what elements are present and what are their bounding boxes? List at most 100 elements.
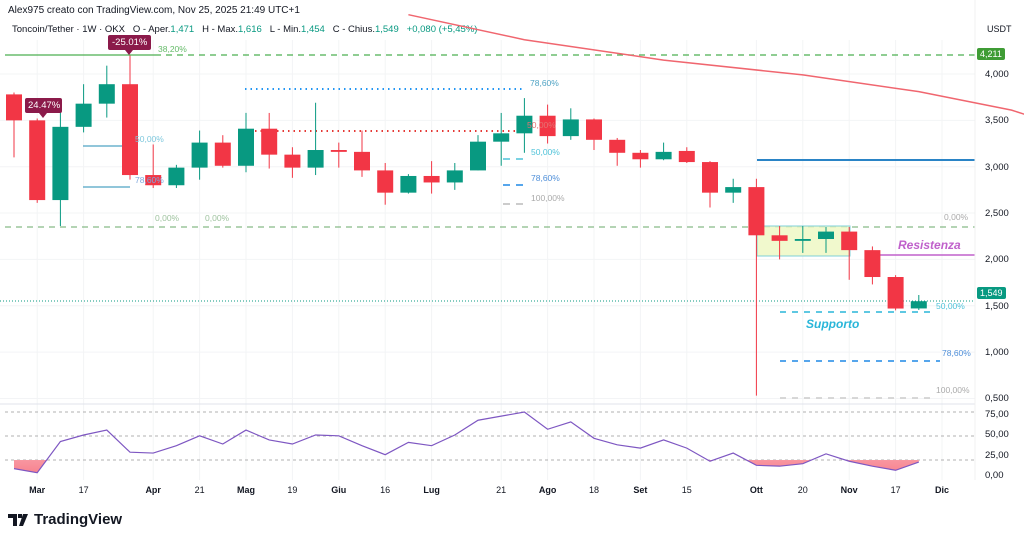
time-tick-label: Apr xyxy=(145,485,161,495)
time-tick-label: 19 xyxy=(287,485,298,495)
fib-382-label: 38,20% xyxy=(158,44,187,54)
close-value: 1,549 xyxy=(374,24,399,35)
time-tick-label: Giu xyxy=(331,485,347,495)
candle-body xyxy=(330,150,347,152)
candle-body xyxy=(678,150,695,163)
time-tick-label: 21 xyxy=(194,485,205,495)
time-tick-label: 16 xyxy=(380,485,391,495)
change-value: +0,080 (+5,45%) xyxy=(406,24,478,35)
credit-line: Alex975 creato con TradingView.com, Nov … xyxy=(8,5,300,16)
candle-body xyxy=(168,167,185,186)
candle-body xyxy=(284,154,301,168)
time-tick-label: 17 xyxy=(78,485,89,495)
price-tick-label: 0,500 xyxy=(985,393,1009,405)
time-tick-label: Ott xyxy=(749,485,763,495)
candle-body xyxy=(307,150,324,168)
candle-body xyxy=(6,94,22,121)
fib-100-right-label: 100,00% xyxy=(936,385,970,395)
candle-body xyxy=(446,170,463,183)
candle-body xyxy=(145,175,162,186)
tradingview-logo-icon xyxy=(8,513,28,526)
fib-0-left-label-b: 0,00% xyxy=(205,213,230,223)
candle-body xyxy=(562,119,579,137)
candle-body xyxy=(655,151,672,160)
candle-body xyxy=(841,231,858,251)
candle-body xyxy=(400,175,417,193)
high-value: 1,616 xyxy=(238,24,262,35)
price-tick-label: 1,500 xyxy=(985,300,1009,312)
fib-50-left-label: 50,00% xyxy=(135,134,164,144)
candle-body xyxy=(377,170,394,193)
tradingview-logo[interactable]: TradingView xyxy=(8,511,122,528)
time-tick-label: Nov xyxy=(840,485,858,495)
candle-body xyxy=(75,103,92,127)
high-label: H - Max. xyxy=(202,24,238,35)
price-tick-label: 3,000 xyxy=(985,161,1009,173)
rsi-line xyxy=(13,411,919,474)
time-tick-label: 15 xyxy=(681,485,692,495)
candle-body xyxy=(423,175,440,183)
candle-body xyxy=(238,128,254,166)
candle-body xyxy=(910,301,927,309)
open-label: O - Aper. xyxy=(132,24,171,35)
candle-body xyxy=(493,133,510,142)
time-tick-label: Mag xyxy=(237,485,255,495)
candle-body xyxy=(864,250,881,278)
price-tick-label: 2,000 xyxy=(985,254,1009,266)
time-tick-label: Mar xyxy=(29,485,46,495)
low-value: 1,454 xyxy=(301,24,325,35)
pct-up-label xyxy=(25,98,62,118)
time-tick-label: Set xyxy=(633,485,648,495)
fib-786-left-label: 78,60% xyxy=(135,175,164,185)
symbol-label[interactable]: Toncoin/Tether · 1W · OKX xyxy=(12,24,125,35)
rsi-tick-label: 0,00 xyxy=(985,470,1004,481)
fib-786-b-label: 78,60% xyxy=(531,173,560,183)
time-tick-label: Lug xyxy=(423,485,440,495)
rsi-oversold-fill xyxy=(14,460,919,473)
candle-body xyxy=(725,187,742,193)
time-tick-label: 18 xyxy=(588,485,600,495)
candle-body xyxy=(470,141,486,171)
moving-average-line xyxy=(408,13,1024,115)
candle-body xyxy=(261,128,278,155)
close-label: C - Chius. xyxy=(332,24,375,35)
pct-up-text: 24.47% xyxy=(28,100,61,111)
candle-body xyxy=(818,231,834,240)
fib-0-left-label-a: 0,00% xyxy=(155,213,180,223)
candle-body xyxy=(214,142,231,166)
candle-body xyxy=(609,139,626,153)
level-price-tag: 4,211 xyxy=(977,48,1005,60)
fib-0-right-label: 0,00% xyxy=(944,212,969,222)
fib-50-right-label: 50,00% xyxy=(936,301,965,311)
currency-label: USDT xyxy=(987,24,1012,34)
candle-body xyxy=(887,277,904,309)
candle-body xyxy=(191,142,208,168)
candle-body xyxy=(354,151,370,171)
rsi-tick-label: 75,00 xyxy=(985,408,1009,420)
candle-body xyxy=(586,119,602,140)
consolidation-box[interactable] xyxy=(756,225,851,257)
candle-body xyxy=(29,120,46,201)
fib-50-mid-label: 50,00% xyxy=(527,120,556,130)
candle-body xyxy=(771,235,788,241)
rsi-tick-label: 25,00 xyxy=(985,449,1009,461)
support-label: Supporto xyxy=(806,317,860,331)
time-tick-label: Dic xyxy=(934,485,950,495)
last-price-tag: 1,549 xyxy=(977,287,1006,299)
candle-body xyxy=(516,115,533,134)
ohlc-legend: Toncoin/Tether · 1W · OKX O - Aper.1,471… xyxy=(12,24,477,35)
candle-body xyxy=(702,162,718,193)
candle-body xyxy=(52,126,69,201)
time-tick-label: 17 xyxy=(890,485,901,495)
price-tick-label: 3,500 xyxy=(985,115,1009,127)
brand-name: TradingView xyxy=(34,511,123,528)
fib-100-b-label: 100,00% xyxy=(531,193,565,203)
price-tick-label: 4,000 xyxy=(985,69,1009,80)
fib-786-right-label: 78,60% xyxy=(942,348,971,358)
resistance-label: Resistenza xyxy=(898,238,961,252)
rsi-tick-label: 50,00 xyxy=(985,429,1009,440)
grid xyxy=(0,40,975,480)
time-tick-label: 21 xyxy=(496,485,507,495)
